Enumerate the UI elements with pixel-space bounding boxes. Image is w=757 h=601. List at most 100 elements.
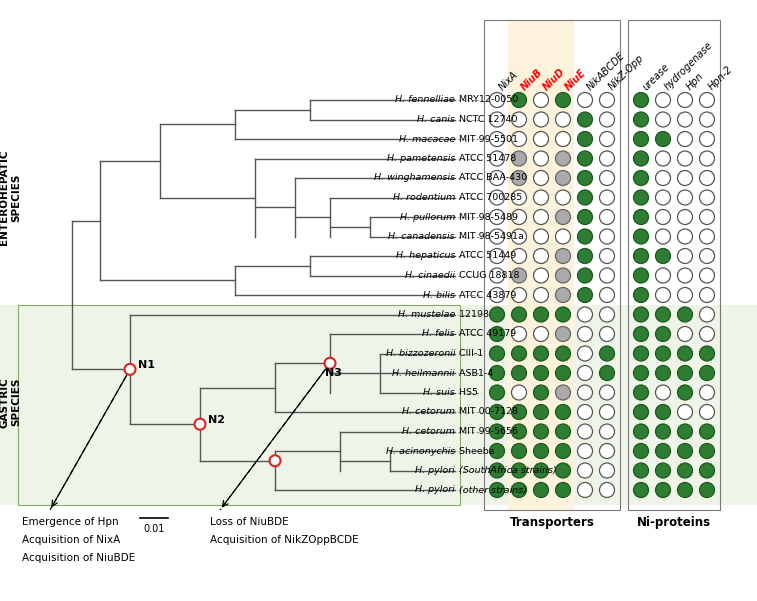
Bar (0, 305, 757, 505)
Circle shape (634, 365, 649, 380)
Circle shape (578, 365, 593, 380)
Text: Emergence of Hpn: Emergence of Hpn (22, 517, 119, 527)
Circle shape (656, 93, 671, 108)
Circle shape (578, 248, 593, 263)
Circle shape (578, 132, 593, 147)
Circle shape (325, 358, 335, 369)
Circle shape (634, 444, 649, 459)
Circle shape (490, 307, 504, 322)
Circle shape (556, 444, 571, 459)
Circle shape (656, 326, 671, 341)
Circle shape (600, 210, 615, 225)
Circle shape (512, 483, 527, 498)
Circle shape (556, 424, 571, 439)
Circle shape (634, 93, 649, 108)
Circle shape (578, 307, 593, 322)
Circle shape (490, 248, 504, 263)
Circle shape (556, 326, 571, 341)
Circle shape (699, 444, 715, 459)
Circle shape (699, 287, 715, 302)
Circle shape (534, 483, 549, 498)
Circle shape (678, 365, 693, 380)
Circle shape (600, 132, 615, 147)
Circle shape (556, 171, 571, 186)
Circle shape (634, 268, 649, 283)
Text: ATCC 43879: ATCC 43879 (456, 290, 516, 299)
Circle shape (600, 190, 615, 205)
Circle shape (699, 210, 715, 225)
Circle shape (556, 365, 571, 380)
Circle shape (512, 229, 527, 244)
Circle shape (600, 287, 615, 302)
Circle shape (512, 171, 527, 186)
Circle shape (534, 151, 549, 166)
Circle shape (600, 229, 615, 244)
Circle shape (534, 93, 549, 108)
Circle shape (578, 404, 593, 419)
Circle shape (678, 385, 693, 400)
Circle shape (699, 268, 715, 283)
Circle shape (534, 229, 549, 244)
Text: H. canadensis: H. canadensis (388, 232, 455, 241)
Circle shape (556, 385, 571, 400)
Circle shape (512, 151, 527, 166)
Circle shape (634, 248, 649, 263)
Circle shape (656, 483, 671, 498)
Bar (508, 20, 574, 510)
Circle shape (600, 112, 615, 127)
Text: NCTC 12740: NCTC 12740 (456, 115, 518, 124)
Text: H. acinonychis: H. acinonychis (386, 447, 455, 456)
Circle shape (578, 268, 593, 283)
Circle shape (534, 287, 549, 302)
Text: (other strains): (other strains) (456, 486, 527, 495)
Text: ENTEROHEPATIC
SPECIES: ENTEROHEPATIC SPECIES (0, 150, 20, 245)
Text: H. pametensis: H. pametensis (387, 154, 455, 163)
Text: NixA: NixA (497, 69, 520, 92)
Circle shape (699, 93, 715, 108)
Text: MIT 98-5491a: MIT 98-5491a (456, 232, 524, 241)
Text: HS5: HS5 (456, 388, 478, 397)
Text: N1: N1 (138, 361, 155, 370)
Circle shape (699, 307, 715, 322)
Circle shape (512, 346, 527, 361)
Circle shape (534, 307, 549, 322)
Circle shape (634, 210, 649, 225)
Circle shape (678, 307, 693, 322)
Circle shape (556, 248, 571, 263)
Text: Hpn: Hpn (685, 71, 706, 92)
Circle shape (600, 151, 615, 166)
Circle shape (600, 248, 615, 263)
Circle shape (490, 190, 504, 205)
Circle shape (634, 112, 649, 127)
Circle shape (490, 229, 504, 244)
Text: NiuB: NiuB (519, 67, 544, 92)
Circle shape (634, 346, 649, 361)
Text: H. canis: H. canis (417, 115, 455, 124)
Circle shape (534, 248, 549, 263)
Circle shape (656, 132, 671, 147)
Circle shape (578, 151, 593, 166)
Circle shape (512, 385, 527, 400)
Text: Loss of NiuBDE: Loss of NiuBDE (210, 517, 288, 527)
Text: H. pylori: H. pylori (416, 486, 455, 495)
Circle shape (578, 287, 593, 302)
Circle shape (656, 112, 671, 127)
Text: hydrogenase: hydrogenase (663, 40, 715, 92)
Circle shape (656, 210, 671, 225)
Circle shape (699, 248, 715, 263)
Circle shape (490, 463, 504, 478)
Text: H. mustelae: H. mustelae (397, 310, 455, 319)
Text: Acquisition of NiuBDE: Acquisition of NiuBDE (22, 553, 136, 563)
Circle shape (512, 326, 527, 341)
Circle shape (678, 248, 693, 263)
Circle shape (634, 483, 649, 498)
Circle shape (678, 326, 693, 341)
Text: NiuE: NiuE (563, 67, 588, 92)
Circle shape (699, 385, 715, 400)
Circle shape (656, 346, 671, 361)
Circle shape (490, 210, 504, 225)
Circle shape (634, 404, 649, 419)
Text: Acquisition of NikZOppBCDE: Acquisition of NikZOppBCDE (210, 535, 359, 545)
Text: MIT 99-5656: MIT 99-5656 (456, 427, 518, 436)
Text: H. cinaedii: H. cinaedii (405, 271, 455, 280)
